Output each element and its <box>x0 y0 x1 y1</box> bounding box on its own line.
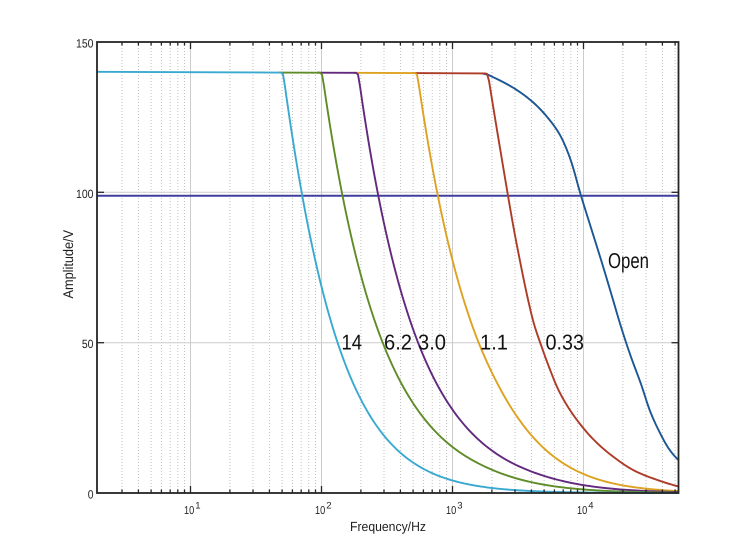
svg-text:1: 1 <box>195 501 200 512</box>
svg-text:50: 50 <box>82 337 94 351</box>
svg-text:10: 10 <box>184 505 194 517</box>
svg-text:6.2: 6.2 <box>384 331 412 355</box>
svg-text:4: 4 <box>588 501 593 512</box>
svg-text:10: 10 <box>315 505 325 517</box>
svg-text:14: 14 <box>342 331 363 355</box>
svg-text:3.0: 3.0 <box>418 331 446 355</box>
svg-text:0.33: 0.33 <box>546 331 585 355</box>
svg-text:10: 10 <box>577 505 587 517</box>
svg-text:Frequency/Hz: Frequency/Hz <box>350 519 426 534</box>
svg-text:10: 10 <box>446 505 456 517</box>
svg-text:150: 150 <box>76 37 94 51</box>
svg-text:3: 3 <box>457 501 462 512</box>
svg-text:100: 100 <box>76 187 94 201</box>
svg-text:0: 0 <box>88 488 94 502</box>
svg-text:Open: Open <box>608 249 649 273</box>
svg-text:Amplitude/V: Amplitude/V <box>60 229 76 298</box>
svg-text:2: 2 <box>326 501 331 512</box>
svg-text:1.1: 1.1 <box>480 331 508 355</box>
